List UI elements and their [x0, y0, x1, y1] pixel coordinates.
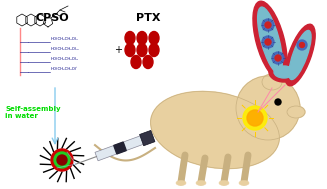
Circle shape [300, 43, 304, 47]
Text: HO(CH₂CH₂O)ₚ: HO(CH₂CH₂O)ₚ [51, 57, 79, 61]
Ellipse shape [125, 32, 135, 44]
Circle shape [236, 76, 300, 140]
Ellipse shape [151, 91, 279, 169]
Ellipse shape [125, 43, 135, 57]
Text: +: + [114, 45, 122, 55]
Circle shape [262, 36, 274, 48]
Ellipse shape [196, 180, 206, 185]
Ellipse shape [143, 56, 153, 68]
Circle shape [262, 19, 274, 31]
Circle shape [243, 106, 267, 130]
Circle shape [247, 110, 263, 126]
Ellipse shape [285, 24, 315, 86]
Ellipse shape [176, 180, 186, 185]
Ellipse shape [289, 30, 311, 80]
Circle shape [272, 52, 284, 64]
Ellipse shape [287, 106, 305, 118]
Text: HO(CH₂CH₂O)ⁱ: HO(CH₂CH₂O)ⁱ [51, 67, 78, 71]
Ellipse shape [253, 1, 287, 79]
Ellipse shape [269, 62, 299, 82]
Circle shape [275, 55, 281, 61]
Ellipse shape [131, 56, 141, 68]
Text: HO(CH₂CH₂O)ₘ: HO(CH₂CH₂O)ₘ [51, 47, 80, 51]
Ellipse shape [258, 7, 283, 73]
Circle shape [54, 152, 70, 168]
Ellipse shape [149, 43, 159, 57]
Ellipse shape [262, 74, 282, 90]
Ellipse shape [149, 32, 159, 44]
Ellipse shape [137, 43, 147, 57]
Circle shape [297, 40, 307, 50]
Circle shape [51, 149, 73, 171]
Circle shape [265, 39, 271, 45]
Polygon shape [140, 130, 155, 146]
Text: CPSO: CPSO [35, 13, 69, 23]
Polygon shape [114, 142, 126, 154]
Ellipse shape [239, 180, 249, 185]
Ellipse shape [137, 32, 147, 44]
Polygon shape [95, 135, 145, 161]
Circle shape [57, 155, 67, 165]
Text: Self-assembly
in water: Self-assembly in water [5, 105, 60, 119]
Text: PTX: PTX [136, 13, 160, 23]
Ellipse shape [219, 180, 229, 185]
Ellipse shape [274, 66, 294, 78]
Circle shape [275, 99, 281, 105]
Text: HO(CH₂CH₂O)ₙ: HO(CH₂CH₂O)ₙ [51, 37, 79, 41]
Circle shape [265, 22, 271, 28]
